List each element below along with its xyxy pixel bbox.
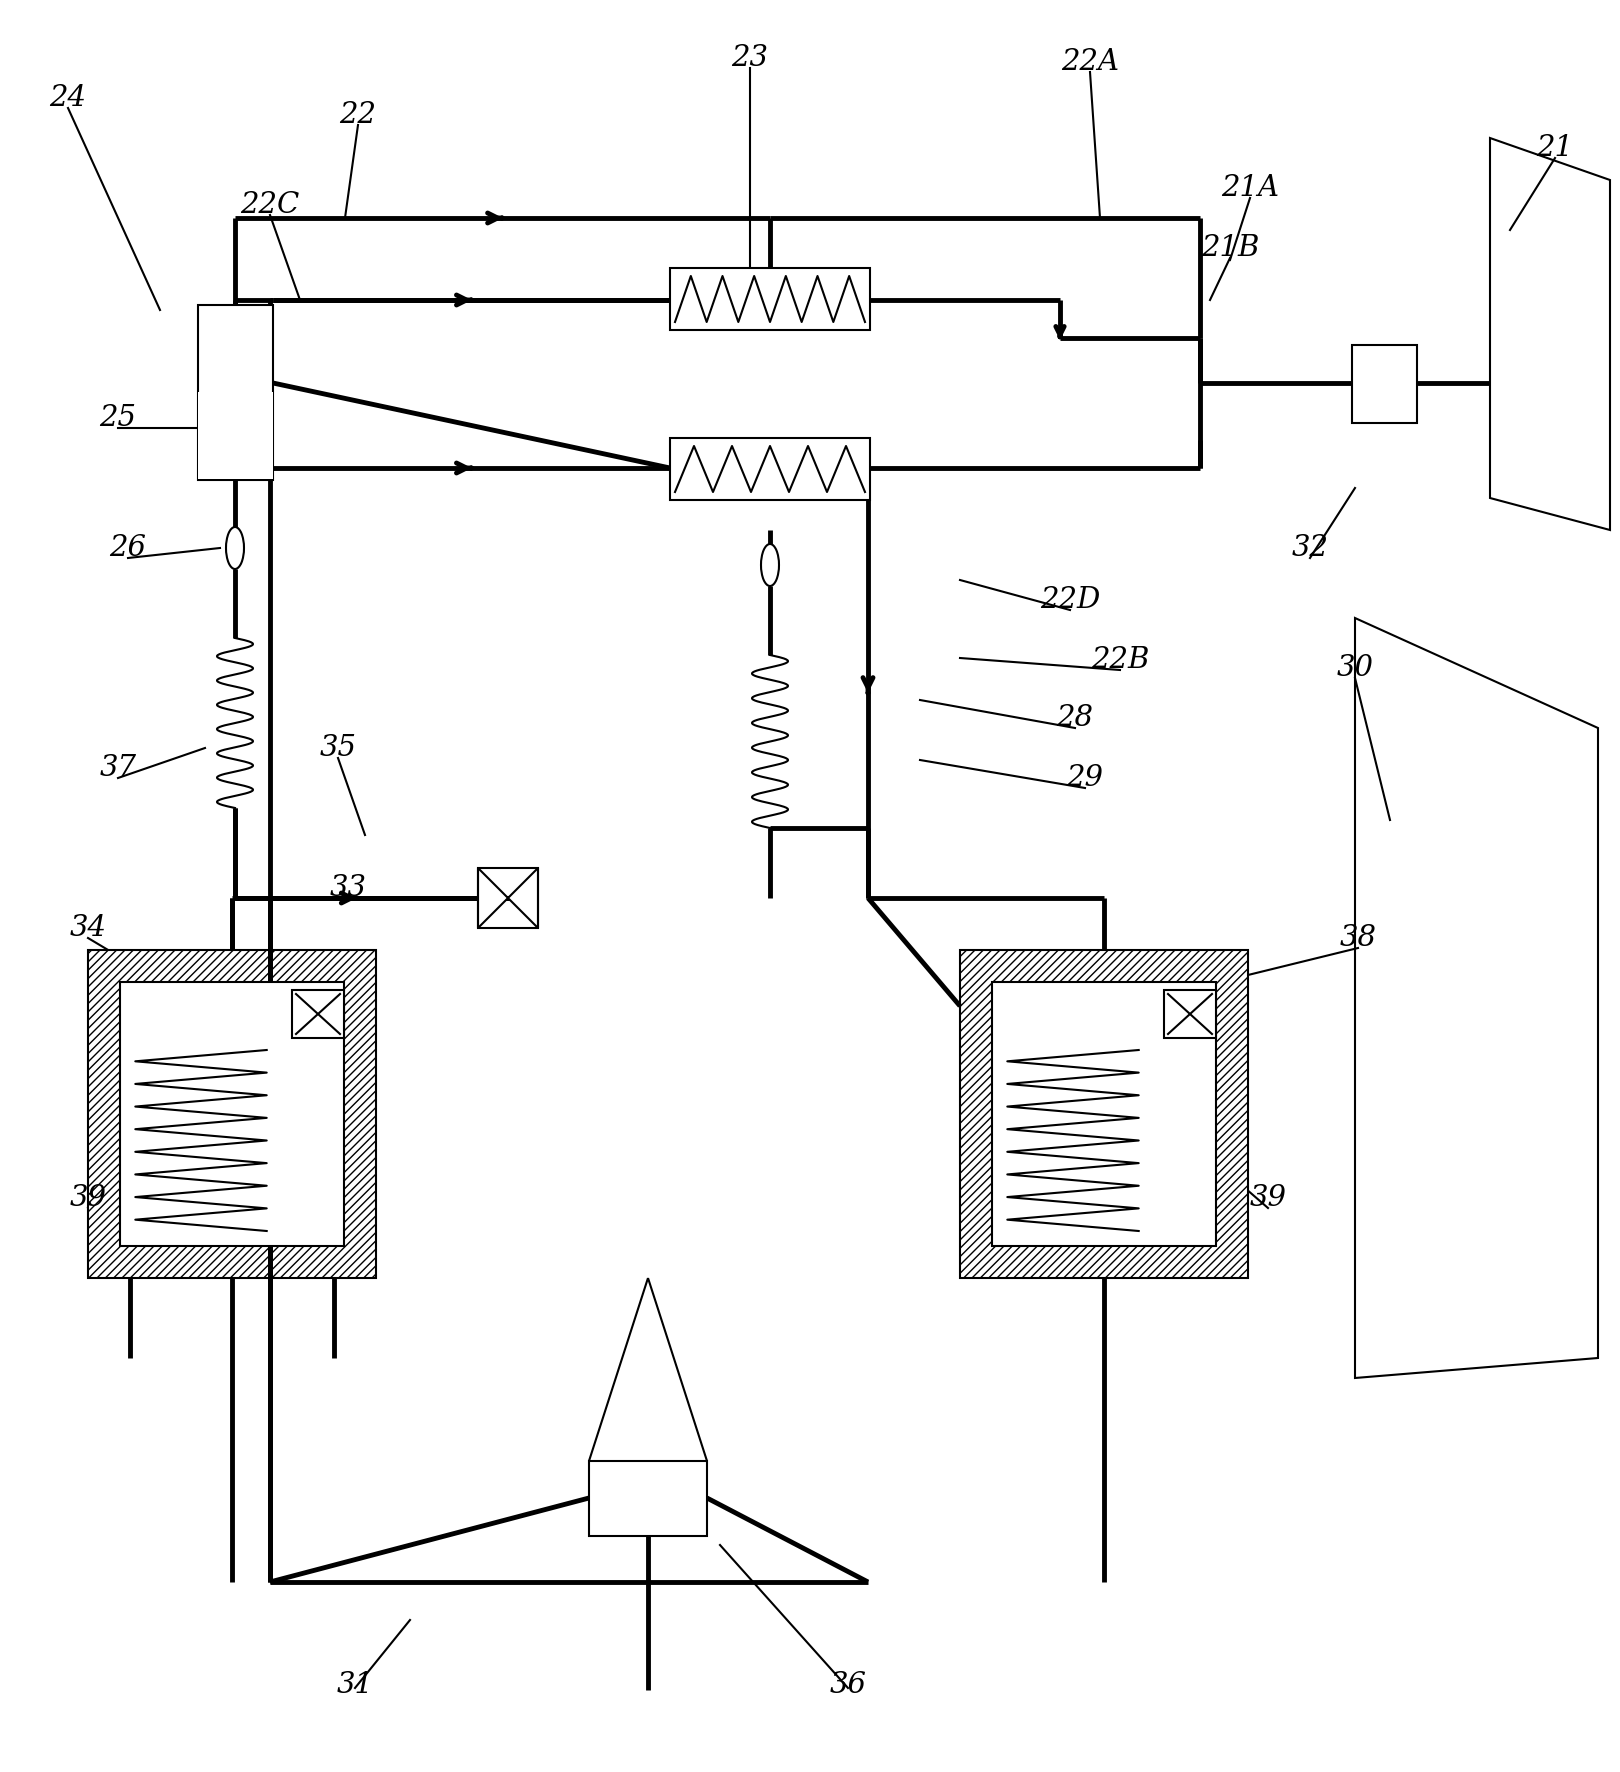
Bar	[671, 268, 870, 330]
Text: 32: 32	[1291, 533, 1328, 562]
Text: 22B: 22B	[1090, 647, 1149, 673]
Text: 24: 24	[50, 83, 86, 112]
Bar	[1165, 991, 1217, 1038]
Text: 30: 30	[1336, 654, 1374, 682]
Text: 26: 26	[110, 533, 146, 562]
Bar	[292, 991, 343, 1038]
Ellipse shape	[761, 544, 779, 587]
Bar	[120, 982, 343, 1246]
Text: 21: 21	[1536, 135, 1573, 161]
Text: 22C: 22C	[240, 191, 300, 220]
Bar	[991, 982, 1217, 1246]
Bar	[961, 950, 1247, 1278]
Text: 33: 33	[329, 874, 366, 902]
Text: 22D: 22D	[1040, 587, 1100, 615]
Text: 21B: 21B	[1200, 234, 1259, 262]
Polygon shape	[1490, 138, 1610, 530]
Text: 38: 38	[1340, 923, 1377, 952]
Text: 28: 28	[1056, 703, 1094, 732]
Bar	[87, 950, 376, 1278]
Polygon shape	[478, 868, 509, 929]
Polygon shape	[509, 868, 538, 929]
Bar	[478, 868, 538, 929]
Bar	[671, 438, 870, 500]
Bar	[590, 1460, 706, 1536]
Text: 23: 23	[732, 44, 768, 73]
Text: 25: 25	[99, 404, 136, 432]
Bar	[198, 305, 274, 480]
Text: 39: 39	[70, 1184, 107, 1212]
Text: 37: 37	[99, 755, 136, 781]
Text: 29: 29	[1066, 764, 1103, 792]
Text: 22A: 22A	[1061, 48, 1119, 76]
Text: 39: 39	[1249, 1184, 1286, 1212]
Text: 22: 22	[340, 101, 376, 129]
Bar	[198, 392, 274, 478]
Ellipse shape	[227, 526, 245, 569]
Text: 21A: 21A	[1221, 174, 1280, 202]
Text: 34: 34	[70, 914, 107, 943]
Bar	[1353, 346, 1418, 424]
Text: 31: 31	[337, 1671, 374, 1699]
Text: 36: 36	[829, 1671, 867, 1699]
Polygon shape	[1354, 618, 1597, 1379]
Text: 35: 35	[319, 734, 356, 762]
